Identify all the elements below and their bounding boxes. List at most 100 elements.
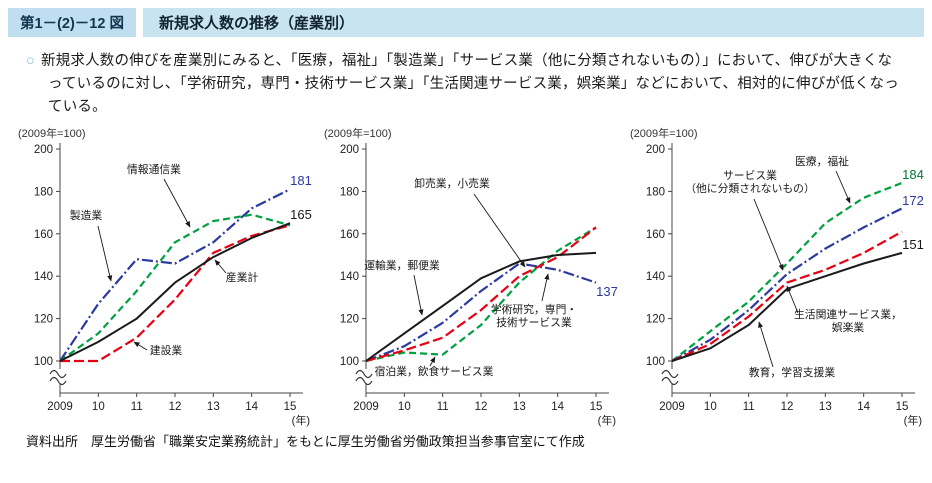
label-arrow [786, 285, 799, 313]
index-base-label: (2009年=100) [630, 126, 698, 140]
index-base-label: (2009年=100) [324, 126, 392, 140]
x-tick-label: 10 [92, 401, 105, 413]
y-tick-label: 160 [340, 229, 359, 241]
bullet-circle-icon: ○ [26, 53, 35, 69]
y-tick-label: 200 [646, 144, 665, 156]
series-line [60, 223, 291, 362]
y-tick-label: 120 [646, 313, 665, 325]
axis-break-icon [661, 369, 679, 378]
y-tick-label: 140 [646, 271, 665, 283]
x-tick-label: 14 [245, 401, 258, 413]
y-tick-label: 120 [34, 313, 53, 325]
series-label: 卸売業，小売業 [414, 176, 490, 190]
x-tick-label: 14 [551, 401, 564, 413]
series-label: （他に分類されないもの） [685, 182, 815, 195]
x-tick-label: 2009 [659, 401, 685, 413]
series-label: 宿泊業，飲食サービス業 [375, 364, 494, 378]
series-label: 技術サービス業 [496, 316, 572, 329]
series-line [365, 226, 597, 362]
series-label: 製造業 [70, 208, 103, 222]
x-tick-label: 12 [781, 401, 794, 413]
x-tick-label: 15 [590, 401, 603, 413]
series-line [671, 230, 903, 362]
series-label: 教育，学習支援業 [749, 365, 836, 379]
series-label: 生活関連サービス業， [794, 307, 902, 321]
label-arrow [413, 274, 424, 316]
series-label: 情報通信業 [127, 163, 181, 176]
chart-industry-middle: 200 180 160 140 120 100 2009 10 11 12 13 14 15(年) (20… [324, 126, 618, 427]
y-tick-label: 200 [340, 144, 359, 156]
x-tick-label: 13 [207, 401, 220, 413]
chart-industry-left: 200 180 160 140 120 100 2009 10 11 12 13 14 15(年) (20… [18, 126, 312, 427]
x-tick-label: 14 [857, 401, 870, 413]
x-tick-label: 2009 [353, 401, 379, 413]
label-arrow [758, 321, 774, 367]
endpoint-value: 151 [902, 237, 924, 252]
y-tick-label: 100 [646, 356, 665, 368]
series-line [59, 213, 291, 362]
y-tick-label: 180 [646, 186, 665, 198]
label-arrow [429, 356, 436, 366]
axis-break-icon [49, 376, 67, 385]
series-line [671, 181, 903, 362]
figure-header: 第1－(2)－12 図 新規求人数の推移（産業別） [8, 8, 924, 37]
x-tick-label: 13 [819, 401, 832, 413]
series-label: 娯楽業 [832, 320, 865, 334]
x-axis-unit-label: (年) [292, 413, 310, 427]
endpoint-value: 165 [290, 207, 312, 222]
y-tick-label: 160 [34, 229, 53, 241]
series-label: 学術研究，専門・ [491, 302, 577, 316]
series-line [59, 221, 291, 362]
series-label: 産業計 [226, 270, 259, 284]
x-axis-unit-label: (年) [904, 413, 922, 427]
label-arrow [473, 193, 526, 268]
series-line [365, 262, 597, 362]
page: 第1－(2)－12 図 新規求人数の推移（産業別） ○ 新規求人数の伸びを産業別に… [0, 8, 932, 450]
label-arrow [163, 178, 191, 228]
series-line [671, 207, 903, 362]
y-tick-label: 100 [34, 356, 53, 368]
source-note: 資料出所 厚生労働省「職業安定業務統計」をもとに厚生労働省労働政策担当参事官室に… [26, 433, 585, 449]
label-arrow [541, 273, 550, 301]
axis-break-icon [355, 376, 373, 385]
x-tick-label: 12 [169, 401, 182, 413]
intro-text: 新規求人数の伸びを産業別にみると、「医療，福祉」「製造業」「サービス業（他に分類… [40, 53, 899, 115]
y-tick-label: 200 [34, 144, 53, 156]
y-tick-label: 100 [340, 356, 359, 368]
x-tick-label: 2009 [47, 401, 73, 413]
series-line [671, 251, 903, 362]
index-base-label: (2009年=100) [18, 126, 86, 140]
series-line [59, 188, 291, 362]
y-tick-label: 140 [340, 271, 359, 283]
x-tick-label: 15 [896, 401, 909, 413]
y-tick-label: 180 [340, 186, 359, 198]
y-tick-label: 160 [646, 229, 665, 241]
series-label: サービス業 [723, 169, 777, 182]
axis-break-icon [49, 369, 67, 378]
series-label: 医療，福祉 [795, 154, 849, 168]
x-tick-label: 10 [704, 401, 717, 413]
x-tick-label: 10 [398, 401, 411, 413]
figure-title: 新規求人数の推移（産業別） [142, 8, 924, 37]
series-label: 運輸業，郵便業 [364, 258, 440, 272]
intro-paragraph: ○ 新規求人数の伸びを産業別にみると、「医療，福祉」「製造業」「サービス業（他に分… [26, 50, 902, 119]
x-tick-label: 11 [131, 401, 143, 413]
charts-row: 200 180 160 140 120 100 2009 10 11 12 13 14 15 (年) (20… [14, 123, 926, 429]
chart-industry-right: 200 180 160 140 120 100 2009 10 11 12 13 14 15(年) (20… [630, 126, 924, 427]
x-tick-label: 11 [743, 401, 755, 413]
series-line [365, 226, 597, 362]
axis-break-icon [661, 376, 679, 385]
y-tick-label: 120 [340, 313, 359, 325]
endpoint-value: 137 [596, 284, 618, 299]
label-arrow [133, 341, 148, 351]
endpoint-value: 184 [902, 167, 924, 182]
label-arrow [835, 170, 851, 204]
series-line [365, 251, 597, 362]
x-tick-label: 15 [284, 401, 297, 413]
endpoint-value: 181 [290, 173, 312, 188]
series-label: 建設業 [150, 343, 183, 357]
x-tick-label: 11 [437, 401, 449, 413]
axis-break-icon [355, 369, 373, 378]
y-tick-label: 180 [34, 186, 53, 198]
figure-number: 第1－(2)－12 図 [8, 8, 136, 37]
